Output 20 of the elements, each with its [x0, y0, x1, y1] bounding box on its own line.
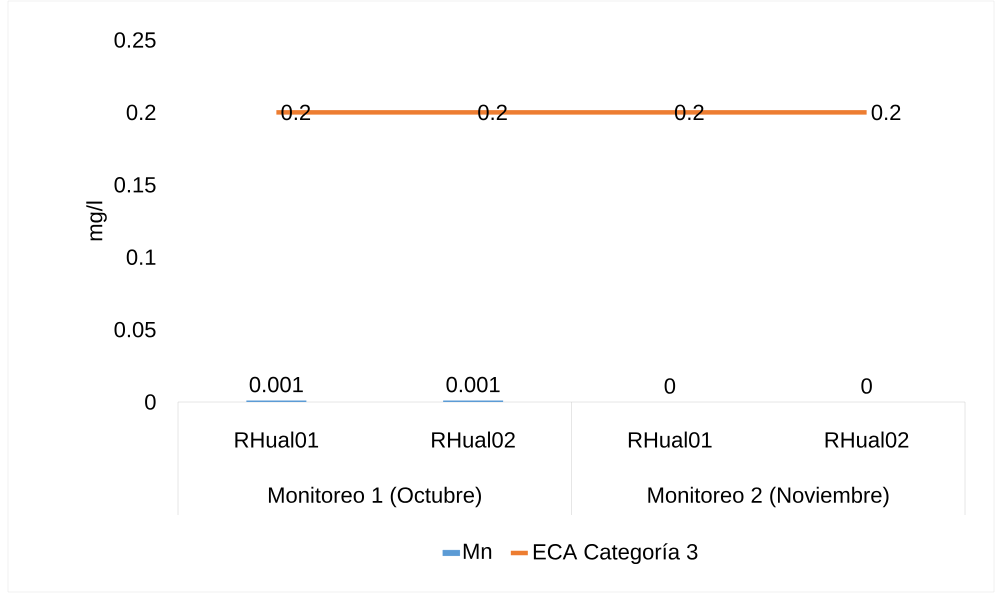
data-label: 0.001 [446, 376, 500, 392]
y-tick-label: 0 [145, 394, 156, 410]
y-tick-label: 0.1 [126, 249, 156, 265]
y-axis-title: mg/l [86, 202, 107, 240]
data-label: 0 [664, 378, 676, 394]
y-tick-label: 0.15 [114, 177, 156, 193]
x-tick-label: RHual01 [628, 432, 712, 448]
y-tick-label: 0.2 [126, 104, 156, 120]
data-label: 0.2 [872, 104, 900, 120]
legend-label: ECA Categoría 3 [534, 543, 698, 564]
y-tick-label: 0.25 [114, 32, 156, 48]
legend-label: Mn [464, 544, 492, 559]
x-tick-label: RHual01 [235, 432, 318, 448]
data-label: 0.001 [250, 376, 303, 392]
text: Monitoreo 1 (Octubre) [268, 486, 481, 508]
text: Monitoreo 2 (Noviembre) [648, 486, 888, 508]
data-label: 0 [861, 378, 872, 394]
y-tick-label: 0.05 [114, 322, 156, 338]
x-tick-label: RHual02 [826, 432, 908, 448]
x-tick-label: RHual02 [432, 432, 515, 448]
